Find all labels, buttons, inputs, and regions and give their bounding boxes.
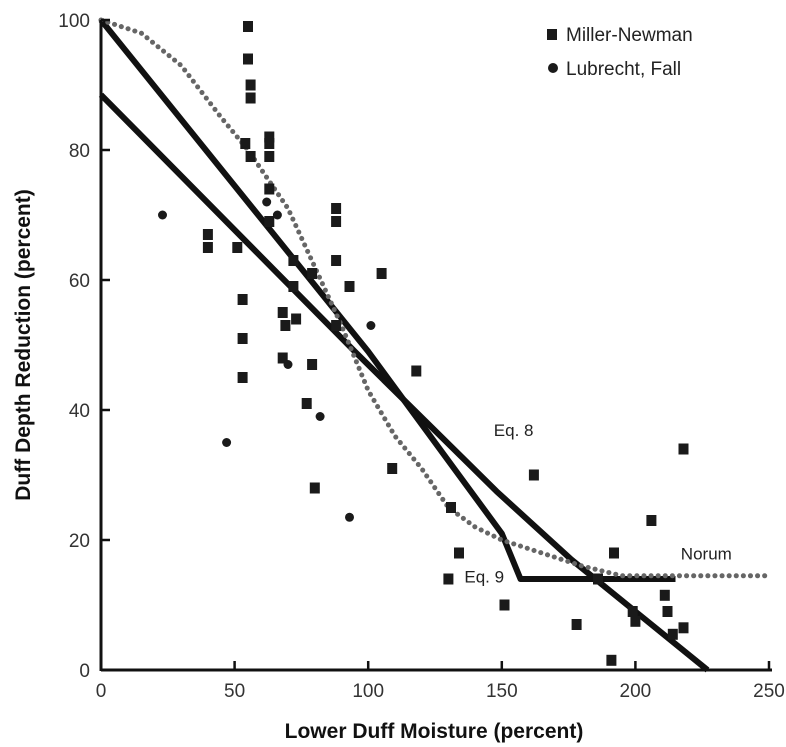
point-miller-newman [307, 268, 318, 279]
point-miller-newman [288, 255, 299, 266]
point-lubrecht-fall [262, 197, 272, 207]
point-miller-newman [627, 606, 638, 617]
point-miller-newman [245, 79, 256, 91]
point-miller-newman [331, 216, 342, 227]
y-tick-label: 20 [69, 531, 90, 552]
point-miller-newman [646, 515, 657, 526]
point-miller-newman [667, 628, 678, 640]
annotation-eq-9: Eq. 9 [464, 567, 504, 586]
point-lubrecht-fall [283, 360, 293, 369]
points-layer [158, 21, 689, 666]
curves-layer [98, 17, 772, 673]
point-miller-newman [264, 216, 275, 227]
x-tick-label: 50 [224, 681, 245, 702]
point-miller-newman [331, 255, 342, 266]
point-miller-newman [288, 281, 299, 292]
point-miller-newman [237, 372, 248, 383]
point-miller-newman [499, 599, 510, 611]
point-miller-newman [454, 547, 464, 559]
curve-eq-9 [98, 18, 676, 582]
legend-marker-lubrecht-fall [548, 63, 558, 73]
point-miller-newman [678, 622, 689, 634]
x-tick-label: 200 [620, 681, 652, 702]
point-lubrecht-fall [345, 512, 354, 522]
point-miller-newman [264, 131, 275, 143]
point-miller-newman [202, 242, 213, 253]
point-miller-newman [277, 352, 288, 364]
annotation-eq-8: Eq. 8 [494, 421, 534, 440]
legend-label-miller-newman: Miller-Newman [566, 25, 693, 46]
curve-eq-8 [98, 92, 710, 673]
point-miller-newman [280, 320, 291, 331]
point-miller-newman [232, 242, 243, 253]
point-miller-newman [376, 268, 387, 279]
point-miller-newman [237, 294, 248, 305]
point-miller-newman [678, 443, 689, 455]
point-miller-newman [630, 615, 641, 627]
x-tick-label: 250 [753, 681, 785, 702]
point-lubrecht-fall [272, 210, 282, 220]
point-miller-newman [307, 359, 318, 370]
point-miller-newman [245, 92, 256, 104]
legend-label-lubrecht-fall: Lubrecht, Fall [566, 59, 681, 80]
point-miller-newman [344, 281, 355, 292]
point-miller-newman [606, 654, 617, 666]
point-miller-newman [593, 573, 603, 585]
y-tick-label: 40 [69, 401, 90, 422]
point-miller-newman [528, 469, 539, 481]
point-miller-newman [446, 502, 456, 513]
axes-layer [99, 20, 772, 672]
point-miller-newman [443, 573, 454, 585]
point-miller-newman [264, 138, 275, 149]
point-miller-newman [609, 547, 619, 559]
point-miller-newman [301, 398, 312, 409]
point-lubrecht-fall [222, 438, 232, 447]
annotations-layer: Eq. 8 Eq. 9 Norum [464, 421, 731, 586]
point-miller-newman [237, 333, 248, 344]
curve-norum [98, 17, 772, 579]
point-miller-newman [411, 365, 422, 377]
y-axis-title: Duff Depth Reduction (percent) [12, 189, 35, 500]
x-tick-label: 100 [352, 681, 384, 702]
legend: Miller-Newman Lubrecht, Fall [547, 25, 693, 80]
y-tick-label: 0 [79, 661, 90, 682]
point-miller-newman [245, 151, 256, 162]
ticks-layer: 0 50 100 150 200 250 0 20 40 60 80 100 [58, 11, 785, 702]
point-lubrecht-fall [315, 412, 325, 421]
point-miller-newman [309, 482, 320, 494]
point-miller-newman [331, 203, 342, 214]
y-tick-label: 80 [69, 141, 90, 162]
point-miller-newman [202, 229, 213, 240]
point-miller-newman [387, 463, 398, 474]
point-miller-newman [240, 138, 251, 149]
point-miller-newman [243, 21, 253, 32]
point-miller-newman [264, 183, 275, 195]
point-miller-newman [277, 307, 288, 318]
x-tick-label: 0 [96, 681, 107, 702]
point-miller-newman [291, 313, 302, 325]
point-miller-newman [243, 53, 253, 65]
point-miller-newman [659, 589, 670, 601]
point-miller-newman [662, 606, 673, 617]
point-miller-newman [264, 151, 275, 162]
point-lubrecht-fall [158, 210, 167, 220]
x-axis-title: Lower Duff Moisture (percent) [285, 720, 584, 743]
y-tick-label: 60 [69, 271, 90, 292]
point-miller-newman [331, 320, 342, 331]
y-tick-label: 100 [58, 11, 90, 32]
point-miller-newman [571, 619, 582, 630]
point-lubrecht-fall [366, 321, 376, 330]
legend-marker-miller-newman [547, 29, 557, 40]
x-tick-label: 150 [486, 681, 518, 702]
annotation-norum: Norum [681, 545, 732, 564]
